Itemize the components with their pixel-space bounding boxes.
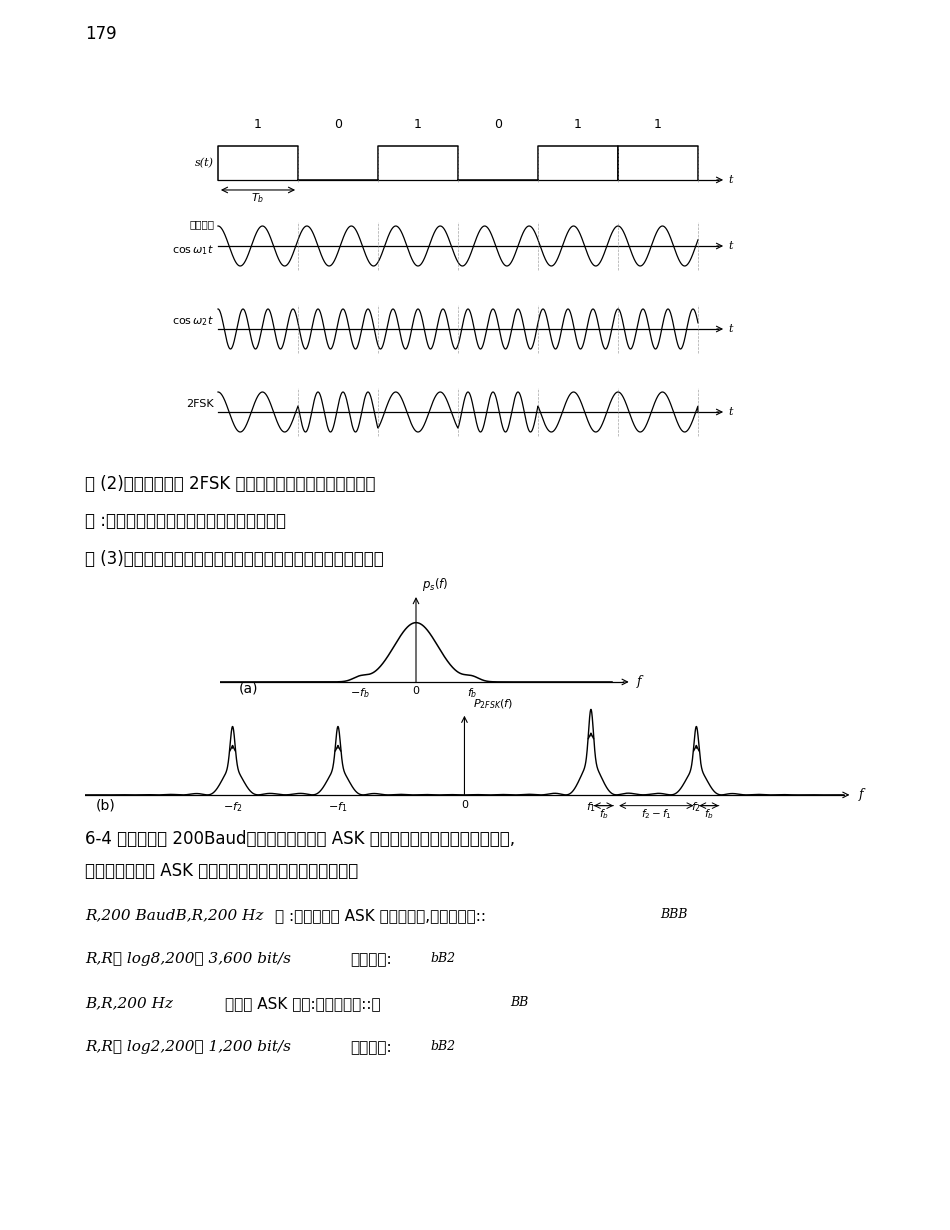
Text: 1: 1: [654, 118, 662, 132]
Text: (a): (a): [238, 681, 257, 696]
Text: 若是采用二进制 ASK 系统，其带宽和信息速率又为多少？: 若是采用二进制 ASK 系统，其带宽和信息速率又为多少？: [85, 862, 358, 879]
Text: BB: BB: [510, 996, 528, 1009]
Text: 179: 179: [85, 25, 117, 43]
Text: t: t: [729, 407, 732, 417]
Text: f: f: [637, 675, 642, 689]
Text: $T_b$: $T_b$: [252, 191, 265, 204]
Text: s(t): s(t): [195, 157, 214, 169]
Text: 0: 0: [334, 118, 342, 132]
Text: $f_b$: $f_b$: [598, 807, 609, 820]
Text: R,R， log2,200， 1,200 bit/s: R,R， log2,200， 1,200 bit/s: [85, 1041, 291, 1054]
Text: t: t: [729, 323, 732, 335]
Text: t: t: [729, 175, 732, 184]
Text: t: t: [729, 241, 732, 251]
Text: $\cos\omega_2 t$: $\cos\omega_2 t$: [172, 314, 214, 328]
Text: 1: 1: [414, 118, 422, 132]
Text: BBB: BBB: [660, 908, 688, 921]
Text: $\cos\omega_1 t$: $\cos\omega_1 t$: [172, 244, 214, 257]
Text: $f_2$: $f_2$: [692, 800, 701, 813]
Text: 信息速率:: 信息速率:: [350, 952, 391, 967]
Text: 信息速率:: 信息速率:: [350, 1041, 391, 1055]
Text: $P_{2FSK}(f)$: $P_{2FSK}(f)$: [473, 697, 513, 711]
Text: 1: 1: [574, 118, 582, 132]
Text: (b): (b): [96, 798, 116, 813]
Text: 答 :选择相干解调和非相干解调器解调均可。: 答 :选择相干解调和非相干解调器解调均可。: [85, 512, 286, 530]
Text: $f_1$: $f_1$: [586, 800, 596, 813]
Text: 二进制 ASK 系统:系统的带宽::，: 二进制 ASK 系统:系统的带宽::，: [225, 996, 381, 1011]
Text: 0: 0: [494, 118, 502, 132]
Text: 解 (3)若发送数字信息是等概率的，试画出它的功率谱密度草图。: 解 (3)若发送数字信息是等概率的，试画出它的功率谱密度草图。: [85, 550, 384, 568]
Text: $f_b$: $f_b$: [466, 686, 477, 700]
Text: 解 :已知八进制 ASK 系统传码率,系统的带宽::: 解 :已知八进制 ASK 系统传码率,系统的带宽::: [275, 908, 486, 922]
Text: 0: 0: [461, 800, 468, 809]
Text: 1: 1: [254, 118, 262, 132]
Text: $-f_2$: $-f_2$: [223, 800, 242, 813]
Text: bB2: bB2: [430, 1041, 455, 1053]
Text: bB2: bB2: [430, 952, 455, 966]
Text: $-f_1$: $-f_1$: [329, 800, 348, 813]
Text: R,200 BaudB,R,200 Hz: R,200 BaudB,R,200 Hz: [85, 908, 263, 922]
Text: f: f: [859, 788, 864, 802]
Text: $f_2-f_1$: $f_2-f_1$: [641, 807, 672, 820]
Text: 载波信号: 载波信号: [189, 219, 214, 229]
Text: 0: 0: [412, 686, 420, 696]
Text: R,R， log8,200， 3,600 bit/s: R,R， log8,200， 3,600 bit/s: [85, 952, 291, 966]
Text: 解 (2)试讨论这时的 2FSK 信号应选择怎样的解调器解调？: 解 (2)试讨论这时的 2FSK 信号应选择怎样的解调器解调？: [85, 475, 375, 493]
Text: 2FSK: 2FSK: [186, 399, 214, 410]
Text: $-f_b$: $-f_b$: [351, 686, 370, 700]
Text: B,R,200 Hz: B,R,200 Hz: [85, 996, 173, 1010]
Text: 6-4 设传码率为 200Baud，若是采用八进制 ASK 系统，求系统的带宽和信息速率,: 6-4 设传码率为 200Baud，若是采用八进制 ASK 系统，求系统的带宽和…: [85, 830, 515, 847]
Text: $f_b$: $f_b$: [704, 807, 714, 820]
Text: $p_s(f)$: $p_s(f)$: [422, 576, 448, 593]
